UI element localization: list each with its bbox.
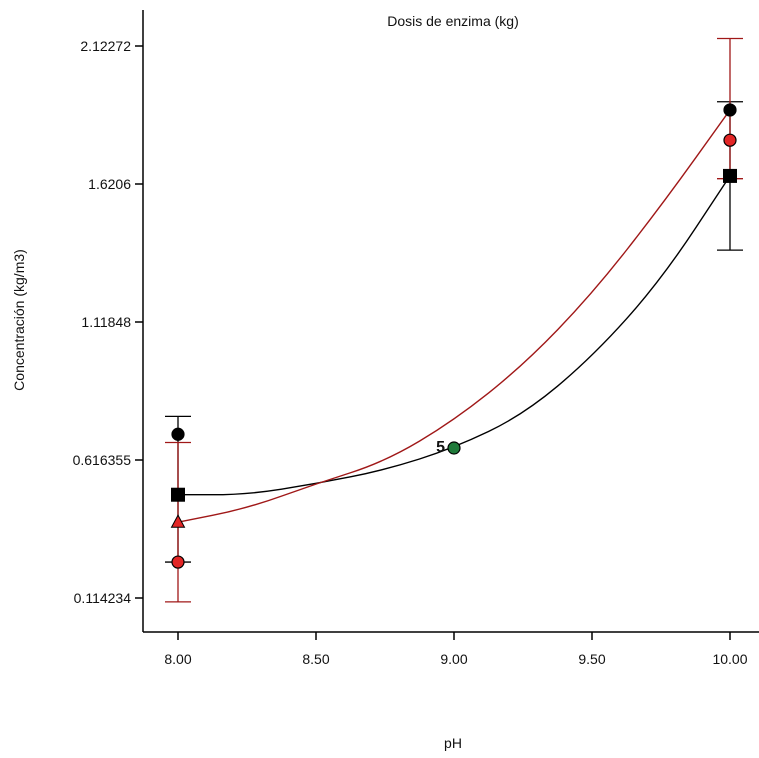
y-ticks: 0.114234 0.616355 1.11848 1.6206 2.12272	[73, 38, 143, 606]
y-axis-label: Concentración (kg/m3)	[11, 249, 27, 391]
x-tick-label: 10.00	[712, 651, 747, 667]
x-ticks: 8.00 8.50 9.00 9.50 10.00	[164, 632, 748, 667]
y-tick-label: 0.114234	[74, 590, 132, 606]
x-tick-label: 9.50	[578, 651, 605, 667]
data-point-circle	[171, 555, 185, 569]
data-point-circle	[171, 427, 185, 441]
point-annotation: 5	[436, 439, 445, 456]
data-point-circle	[723, 103, 737, 117]
data-point-circle	[447, 441, 461, 455]
x-tick-label: 8.50	[302, 651, 329, 667]
y-tick-label: 2.12272	[80, 38, 131, 54]
chart-title: Dosis de enzima (kg)	[387, 13, 519, 29]
data-point-square	[171, 487, 185, 502]
plot-frame	[142, 10, 759, 633]
y-tick-label: 0.616355	[73, 452, 132, 468]
error-bars	[165, 37, 743, 603]
fit-line-black	[178, 175, 731, 496]
x-axis-label: pH	[444, 735, 462, 751]
data-point-square	[723, 168, 737, 183]
fit-lines	[177, 109, 731, 523]
annotations: 5	[436, 439, 445, 456]
data-points	[170, 103, 737, 569]
x-tick-label: 9.00	[440, 651, 467, 667]
x-tick-label: 8.00	[164, 651, 191, 667]
data-point-triangle	[170, 514, 186, 528]
y-tick-label: 1.11848	[81, 314, 131, 330]
fit-line-red	[177, 109, 731, 523]
data-point-circle	[723, 133, 737, 147]
y-tick-label: 1.6206	[88, 176, 131, 192]
